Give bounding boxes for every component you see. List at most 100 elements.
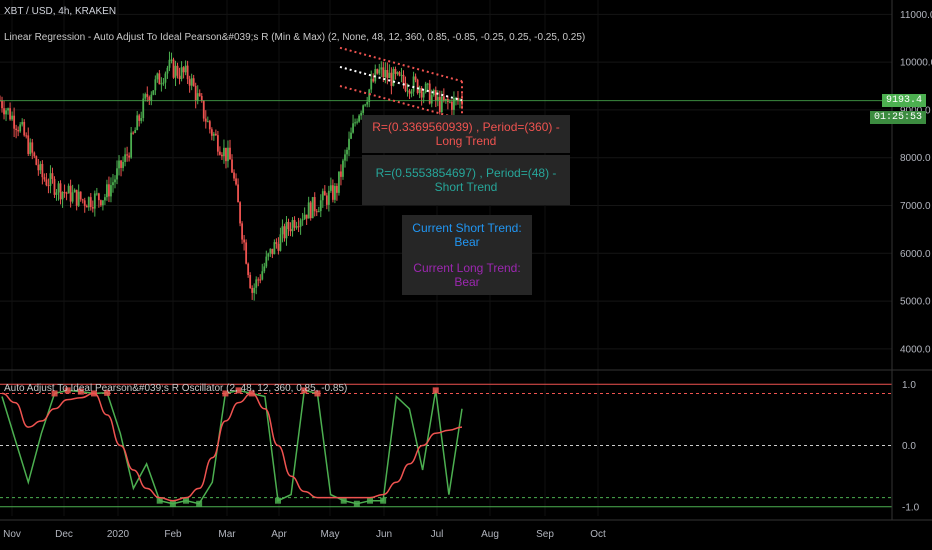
time-tick-label: Dec [55, 529, 73, 540]
candle-body [340, 171, 342, 177]
candle-body [59, 183, 62, 200]
candle-body [99, 200, 102, 206]
candle-body [237, 184, 239, 203]
symbol-title: XBT / USD, 4h, KRAKEN [4, 6, 117, 17]
candle-body [180, 67, 183, 80]
candle-body [406, 90, 409, 92]
candle-body [301, 219, 304, 221]
candle-body [41, 163, 44, 178]
regression-mid-line [339, 65, 463, 102]
oscillator-marker [314, 390, 321, 397]
candle-body [344, 154, 346, 161]
candle-body [81, 199, 84, 201]
candle-body [69, 185, 72, 202]
candle-body [108, 184, 110, 197]
candle-body [428, 83, 431, 104]
candle-body [1, 100, 3, 109]
candle-body [358, 115, 361, 122]
price-tick-label: 11000.0 [900, 10, 932, 21]
candle-body [97, 193, 100, 201]
candle-body [303, 214, 306, 220]
candle-body [31, 142, 34, 153]
candle-body [29, 142, 32, 154]
candle-body [194, 85, 197, 101]
price-pane[interactable] [0, 0, 892, 516]
candle-body [55, 192, 58, 195]
oscillator-tick-label: 1.0 [902, 380, 916, 391]
candle-body [382, 67, 385, 78]
oscillator-pane[interactable] [0, 383, 892, 508]
candle-body [73, 189, 76, 193]
candle-body [5, 110, 7, 115]
candle-body [271, 248, 274, 255]
candle-body [192, 78, 195, 86]
oscillator-marker [169, 500, 176, 507]
candle-body [182, 67, 185, 73]
candle-body [164, 73, 167, 83]
candle-body [212, 133, 215, 136]
candle-body [432, 90, 435, 96]
candle-body [223, 147, 225, 157]
candle-body [162, 82, 165, 84]
main-study-label[interactable]: Linear Regression - Auto Adjust To Ideal… [4, 32, 586, 43]
candle-body [178, 75, 181, 80]
candle-body [158, 73, 161, 85]
candle-body [106, 184, 108, 198]
candle-body [118, 160, 120, 169]
candle-body [128, 155, 131, 158]
candle-body [176, 65, 179, 76]
candle-body [61, 192, 64, 200]
candle-body [51, 173, 54, 180]
candle-body [378, 69, 381, 74]
candle-body [130, 132, 133, 158]
candle-body [85, 205, 88, 208]
price-tick-label: 6000.0 [900, 249, 931, 260]
long-trend-text: R=(0.3369560939) , Period=(360) - Long T… [372, 120, 560, 148]
candle-body [416, 79, 419, 94]
candle-body [442, 96, 445, 101]
candle-body [309, 202, 312, 219]
price-tick-label: 10000.0 [900, 58, 932, 69]
candle-body [402, 74, 405, 83]
oscillator-study-label[interactable]: Auto Adjust To Ideal Pearson&#039;s R Os… [4, 383, 348, 394]
candle-body [321, 191, 324, 201]
candle-body [293, 220, 296, 228]
candle-body [370, 78, 373, 90]
candle-body [327, 190, 330, 205]
candle-body [422, 92, 425, 98]
candle-body [150, 94, 153, 101]
oscillator-tick-label: 0.0 [902, 441, 916, 452]
time-tick-label: Jun [376, 529, 392, 540]
candle-body [289, 229, 292, 232]
candle-body [116, 168, 118, 180]
candle-body [235, 178, 237, 185]
candle-body [263, 266, 266, 272]
candle-body [45, 179, 48, 186]
price-tick-label: 8000.0 [900, 153, 931, 164]
candle-body [104, 197, 106, 201]
candle-body [25, 135, 28, 137]
oscillator-marker [353, 500, 360, 507]
time-tick-label: Mar [218, 529, 236, 540]
candle-body [287, 221, 290, 230]
candle-body [57, 183, 60, 193]
candle-body [75, 189, 78, 206]
candle-body [285, 221, 288, 239]
regression-upper-line [339, 46, 463, 83]
candle-body [251, 288, 254, 293]
candle-body [140, 118, 143, 121]
candle-body [190, 78, 193, 86]
candle-body [7, 108, 9, 111]
candle-body [120, 160, 122, 168]
candle-body [27, 135, 30, 154]
candle-body [198, 93, 201, 97]
candle-body [275, 242, 278, 244]
current-long-trend: Current Long Trend: Bear [402, 255, 532, 295]
time-tick-label: Nov [3, 529, 21, 540]
candle-body [43, 177, 46, 180]
oscillator-tick-label: -1.0 [902, 502, 920, 513]
candle-body [146, 94, 149, 97]
candle-body [408, 90, 411, 94]
candle-body [208, 121, 211, 130]
